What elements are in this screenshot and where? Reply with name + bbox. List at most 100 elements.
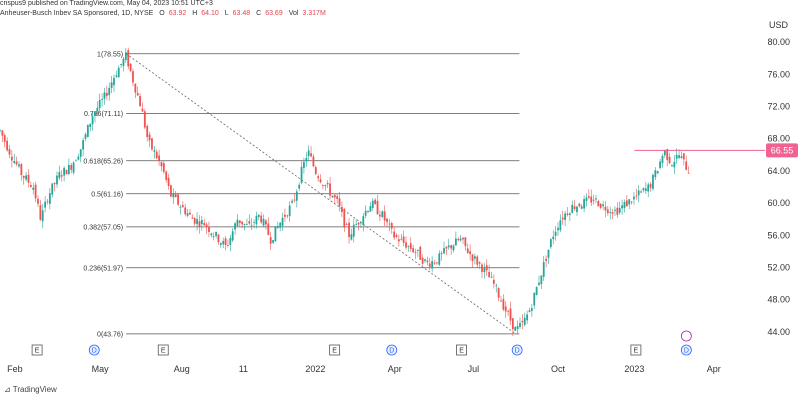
candle-body-244 xyxy=(578,203,581,207)
x-tick-1: May xyxy=(92,364,110,374)
x-tick-5: Apr xyxy=(388,364,402,374)
candle-body-55 xyxy=(129,63,132,72)
y-tick-4: 64.00 xyxy=(767,166,790,176)
candle-body-35 xyxy=(82,140,85,150)
y-tick-8: 48.00 xyxy=(767,295,790,305)
candle-body-199 xyxy=(471,254,474,262)
x-tick-0: Feb xyxy=(7,364,23,374)
marker-label-0: E xyxy=(35,348,40,355)
candle-body-26 xyxy=(60,175,63,177)
candle-body-77 xyxy=(181,205,184,208)
x-tick-3: 11 xyxy=(239,364,248,374)
candle-body-40 xyxy=(94,112,96,116)
candle-body-157 xyxy=(371,200,374,208)
candle-body-18 xyxy=(41,210,44,222)
candle-body-272 xyxy=(644,188,647,191)
candle-body-191 xyxy=(452,245,455,251)
candle-body-265 xyxy=(628,199,631,205)
candle-body-56 xyxy=(132,71,134,83)
candle-body-154 xyxy=(364,210,367,216)
candle-body-120 xyxy=(284,214,286,217)
candle-body-246 xyxy=(583,199,586,209)
candle-body-158 xyxy=(374,199,377,205)
ohlc-legend: Anheuser-Busch Inbev SA Sponsored, 1D, N… xyxy=(0,10,330,17)
candle-body-270 xyxy=(640,191,642,193)
candle-body-289 xyxy=(685,161,688,170)
candle-body-133 xyxy=(314,167,317,174)
candle-body-174 xyxy=(412,248,415,253)
l-value: 63.48 xyxy=(232,10,251,17)
current-price-label: 66.55 xyxy=(771,145,794,155)
candle-body-17 xyxy=(39,205,42,220)
candle-body-227 xyxy=(538,282,540,285)
candle-body-150 xyxy=(355,224,358,226)
candle-body-148 xyxy=(350,234,353,240)
candle-body-131 xyxy=(310,153,312,157)
candle-body-200 xyxy=(473,256,476,259)
candle-body-78 xyxy=(184,207,187,215)
marker-label-6: D xyxy=(515,348,520,355)
candle-body-288 xyxy=(682,153,685,160)
candle-body-247 xyxy=(585,197,588,202)
candle-body-255 xyxy=(604,206,607,211)
candle-body-99 xyxy=(234,223,236,230)
candle-body-204 xyxy=(483,267,486,273)
candle-body-238 xyxy=(564,213,567,221)
candle-body-73 xyxy=(172,193,175,198)
candle-body-96 xyxy=(227,245,229,246)
candle-body-240 xyxy=(568,213,571,215)
published-line: crispus9 published on TradingView.com, M… xyxy=(0,0,217,7)
candle-body-230 xyxy=(545,258,548,261)
candle-body-178 xyxy=(421,257,424,264)
candle-body-7 xyxy=(15,161,18,165)
candle-body-284 xyxy=(673,161,676,168)
lightning-icon xyxy=(680,330,692,342)
candle-body-24 xyxy=(56,175,58,185)
x-tick-8: 2023 xyxy=(624,364,644,374)
candle-body-113 xyxy=(267,223,270,235)
candle-body-156 xyxy=(369,206,372,212)
candle-body-171 xyxy=(405,242,407,248)
earnings-marker-0 xyxy=(31,344,43,356)
candle-body-53 xyxy=(124,52,127,60)
candle-body-264 xyxy=(625,200,628,207)
candles xyxy=(0,47,690,336)
candle-body-106 xyxy=(250,224,253,226)
candle-body-184 xyxy=(435,262,438,264)
candle-body-118 xyxy=(279,222,282,228)
candle-body-127 xyxy=(300,166,303,183)
candle-body-137 xyxy=(324,185,327,187)
candle-body-219 xyxy=(519,322,521,328)
candle-body-205 xyxy=(485,265,488,271)
candle-body-251 xyxy=(595,198,597,200)
candle-body-173 xyxy=(409,243,412,249)
candle-body-161 xyxy=(381,211,384,217)
candle-body-283 xyxy=(671,165,673,167)
candle-body-135 xyxy=(319,179,322,183)
candle-body-104 xyxy=(246,224,248,225)
candle-body-145 xyxy=(343,208,346,228)
candle-body-189 xyxy=(447,245,450,248)
candle-body-193 xyxy=(457,238,460,241)
candle-body-20 xyxy=(46,201,49,203)
tradingview-name: TradingView xyxy=(12,385,57,394)
candle-body-115 xyxy=(272,240,274,243)
y-tick-3: 68.00 xyxy=(767,134,790,144)
candle-body-36 xyxy=(84,134,87,139)
dividend-marker-8 xyxy=(680,344,692,356)
candle-body-141 xyxy=(333,194,336,198)
candle-body-225 xyxy=(533,292,536,306)
candle-body-228 xyxy=(540,275,543,285)
candle-body-71 xyxy=(167,177,170,186)
candle-body-82 xyxy=(193,217,196,224)
candle-body-266 xyxy=(630,201,633,203)
candle-body-168 xyxy=(397,239,400,242)
dividend-marker-4 xyxy=(386,344,398,356)
candle-body-212 xyxy=(502,299,505,310)
y-tick-1: 76.00 xyxy=(767,69,790,79)
candle-body-275 xyxy=(652,174,654,189)
candle-body-167 xyxy=(395,235,398,238)
candle-body-16 xyxy=(37,198,39,204)
